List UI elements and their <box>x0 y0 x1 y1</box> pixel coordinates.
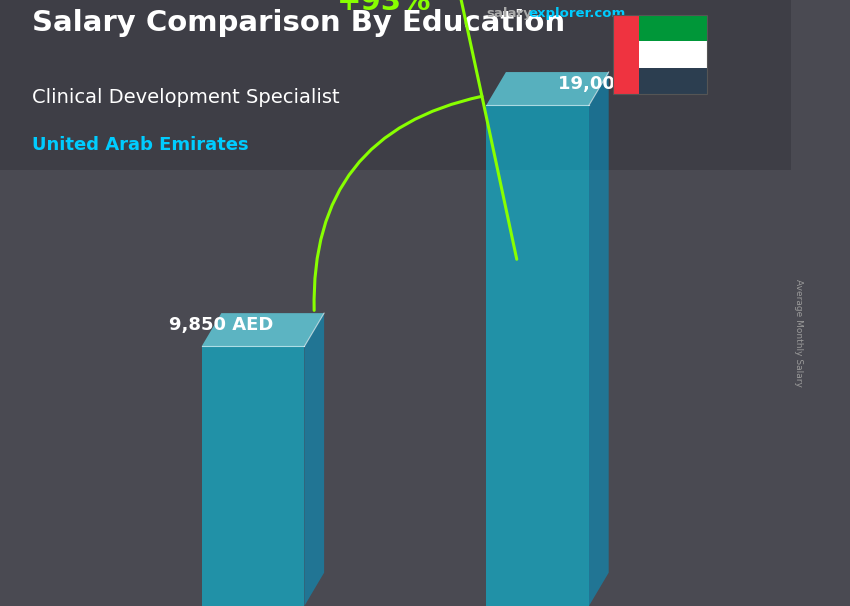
Text: 19,000 AED: 19,000 AED <box>558 75 675 93</box>
Text: Average Monthly Salary: Average Monthly Salary <box>795 279 803 387</box>
Bar <box>639 15 707 41</box>
FancyArrowPatch shape <box>314 0 517 310</box>
Bar <box>613 15 707 94</box>
Text: salary: salary <box>486 7 532 20</box>
Polygon shape <box>589 72 609 606</box>
Text: 9,850 AED: 9,850 AED <box>169 316 274 335</box>
Polygon shape <box>201 347 304 606</box>
Text: Clinical Development Specialist: Clinical Development Specialist <box>31 88 339 107</box>
Text: +93%: +93% <box>337 0 432 16</box>
Text: explorer.com: explorer.com <box>528 7 626 20</box>
Polygon shape <box>0 0 790 170</box>
Bar <box>639 68 707 94</box>
Text: United Arab Emirates: United Arab Emirates <box>31 136 248 155</box>
Polygon shape <box>304 313 324 606</box>
Bar <box>639 41 707 68</box>
Polygon shape <box>201 313 324 347</box>
Polygon shape <box>486 72 609 105</box>
Bar <box>613 15 639 94</box>
Polygon shape <box>486 105 589 606</box>
Text: Salary Comparison By Education: Salary Comparison By Education <box>31 9 564 37</box>
